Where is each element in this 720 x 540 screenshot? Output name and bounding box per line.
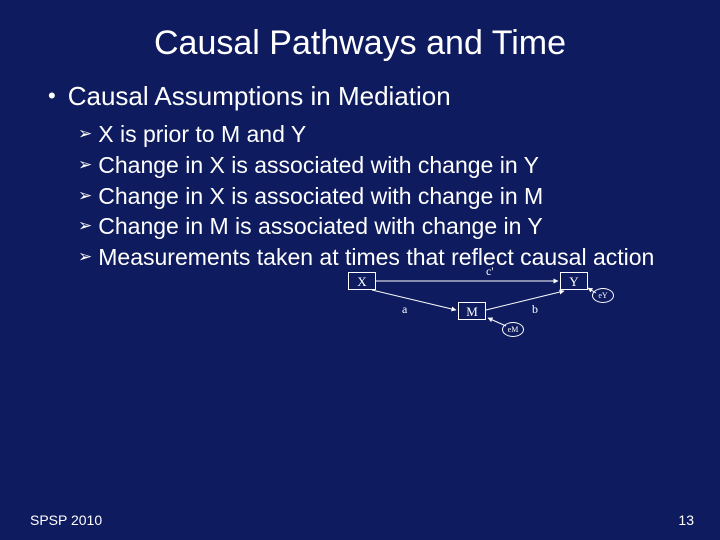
mediation-diagram: X Y M eY eM c' a b [348,266,608,336]
edge-label-c: c' [486,264,494,279]
chevron-icon: ➢ [78,182,92,210]
sub-bullet: ➢ Change in X is associated with change … [78,151,680,180]
sub-bullet: ➢ Change in X is associated with change … [78,182,680,211]
node-ey: eY [592,288,614,303]
footer-left: SPSP 2010 [30,512,102,528]
sub-bullet-text: Change in M is associated with change in… [98,212,680,241]
bullet-dot: • [48,81,56,111]
edge-label-b: b [532,302,538,317]
node-y: Y [560,272,588,290]
chevron-icon: ➢ [78,151,92,179]
sub-bullet: ➢ X is prior to M and Y [78,120,680,149]
sub-bullet-list: ➢ X is prior to M and Y ➢ Change in X is… [48,120,680,272]
content-area: • Causal Assumptions in Mediation ➢ X is… [0,81,720,336]
main-bullet: • Causal Assumptions in Mediation [48,81,680,112]
slide-title: Causal Pathways and Time [0,0,720,81]
sub-bullet-text: Change in X is associated with change in… [98,151,680,180]
sub-bullet: ➢ Change in M is associated with change … [78,212,680,241]
node-x: X [348,272,376,290]
chevron-icon: ➢ [78,120,92,148]
edge-a [372,290,456,310]
edge-b [486,291,564,310]
edge-label-a: a [402,302,407,317]
node-em: eM [502,322,524,337]
chevron-icon: ➢ [78,212,92,240]
chevron-icon: ➢ [78,243,92,271]
main-bullet-text: Causal Assumptions in Mediation [68,81,451,112]
sub-bullet-text: Change in X is associated with change in… [98,182,680,211]
node-m: M [458,302,486,320]
slide-number: 13 [678,512,694,528]
sub-bullet-text: X is prior to M and Y [98,120,680,149]
